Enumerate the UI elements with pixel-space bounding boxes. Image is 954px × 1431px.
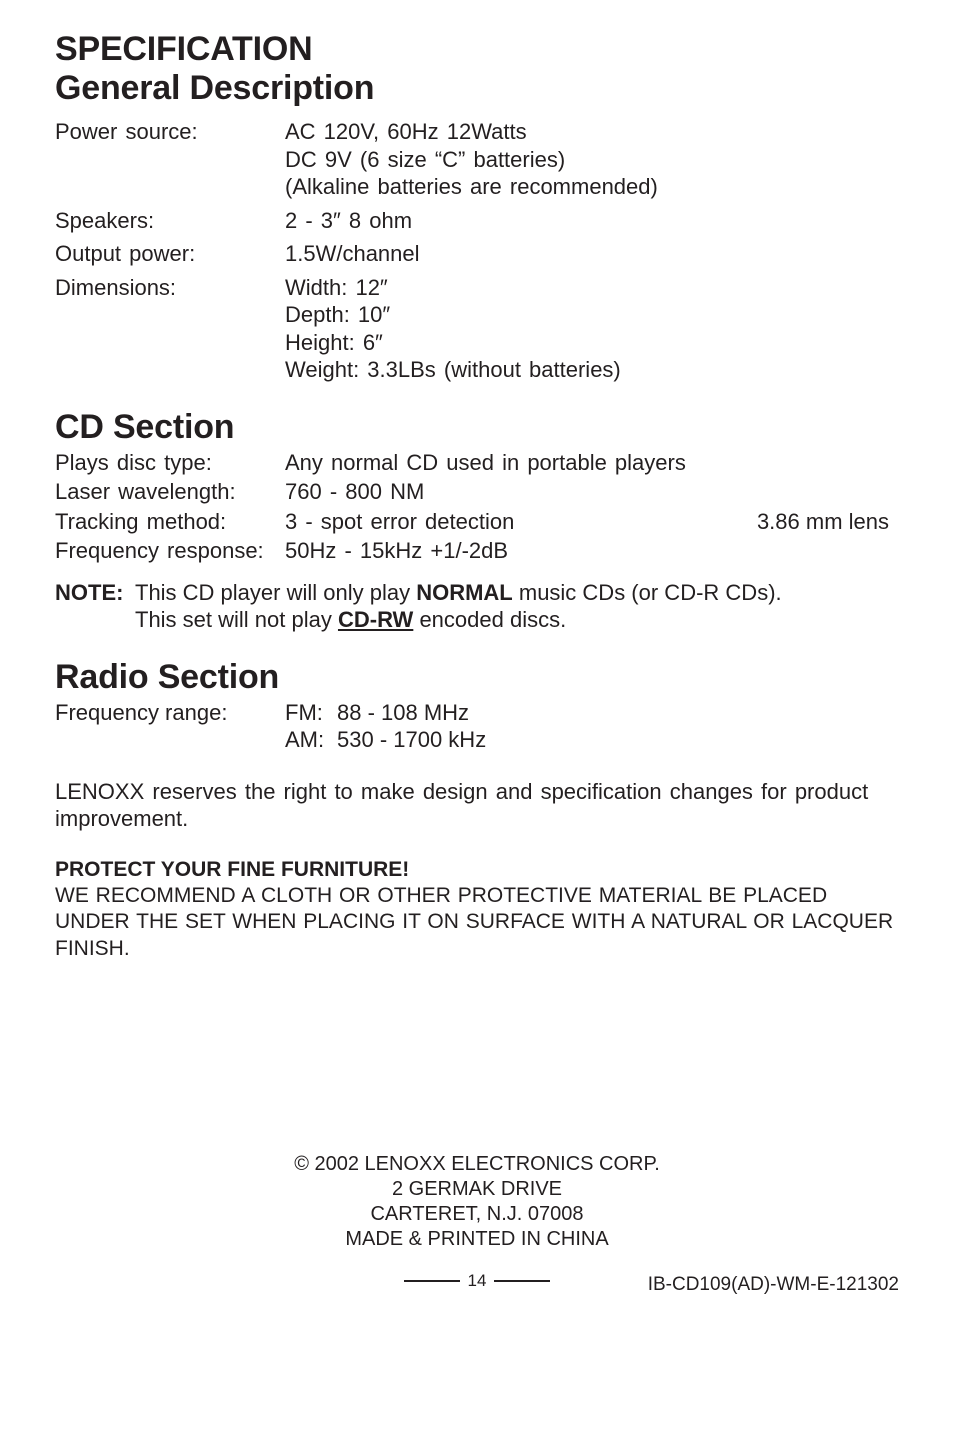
footer-line: 2 GERMAK DRIVE (55, 1177, 899, 1202)
spec-value-line: Height: 6″ (285, 329, 899, 357)
page-title-line1: SPECIFICATION (55, 30, 899, 69)
cd-value: 50Hz - 15kHz +1/-2dB (285, 537, 899, 565)
page-number: 14 (468, 1270, 487, 1291)
radio-spec-block: Frequency range: FM: 88 - 108 MHz AM: 53… (55, 699, 899, 754)
radio-label-empty (55, 726, 285, 754)
spec-value: Width: 12″ Depth: 10″ Height: 6″ Weight:… (285, 274, 899, 384)
protect-heading: PROTECT YOUR FINE FURNITURE! (55, 857, 899, 883)
spec-value-line: DC 9V (6 size “C” batteries) (285, 146, 899, 174)
radio-row: AM: 530 - 1700 kHz (55, 726, 899, 754)
spec-row: Dimensions: Width: 12″ Depth: 10″ Height… (55, 274, 899, 384)
radio-value: 530 - 1700 kHz (337, 726, 899, 754)
cd-section-title: CD Section (55, 408, 899, 447)
note-label: NOTE: (55, 579, 135, 634)
cd-label: Tracking method: (55, 508, 285, 536)
note-bold: NORMAL (416, 580, 513, 605)
cd-row: Tracking method: 3 - spot error detectio… (55, 508, 899, 536)
cd-row: Plays disc type: Any normal CD used in p… (55, 449, 899, 477)
radio-value: 88 - 108 MHz (337, 699, 899, 727)
cd-value: Any normal CD used in portable players (285, 449, 899, 477)
note-text: This CD player will only play (135, 580, 416, 605)
spec-label: Power source: (55, 118, 285, 146)
radio-band: AM: (285, 726, 337, 754)
footer-block: © 2002 LENOXX ELECTRONICS CORP. 2 GERMAK… (55, 1152, 899, 1252)
spec-row: Speakers: 2 - 3″ 8 ohm (55, 207, 899, 235)
disclaimer-text: LENOXX reserves the right to make design… (55, 778, 899, 833)
radio-label: Frequency range: (55, 699, 285, 727)
rule-right (494, 1280, 550, 1282)
note-text: music CDs (or CD-R CDs). (513, 580, 782, 605)
note-text: encoded discs. (413, 607, 566, 632)
spec-value: 1.5W/channel (285, 240, 899, 268)
spec-value-line: 1.5W/channel (285, 240, 899, 268)
note-text: This set will not play (135, 607, 338, 632)
cd-label: Plays disc type: (55, 449, 285, 477)
cd-note: NOTE: This CD player will only play NORM… (55, 579, 899, 634)
spec-label: Speakers: (55, 207, 285, 235)
cd-value: 3 - spot error detection (285, 508, 709, 536)
radio-band: FM: (285, 699, 337, 727)
spec-value-line: Weight: 3.3LBs (without batteries) (285, 356, 899, 384)
general-spec-block: Power source: AC 120V, 60Hz 12Watts DC 9… (55, 118, 899, 384)
spec-value: AC 120V, 60Hz 12Watts DC 9V (6 size “C” … (285, 118, 899, 201)
footer-line: CARTERET, N.J. 07008 (55, 1202, 899, 1227)
cd-spec-block: Plays disc type: Any normal CD used in p… (55, 449, 899, 565)
cd-label: Frequency response: (55, 537, 285, 565)
spec-value-line: Width: 12″ (285, 274, 899, 302)
radio-row: Frequency range: FM: 88 - 108 MHz (55, 699, 899, 727)
spec-label: Dimensions: (55, 274, 285, 302)
cd-row: Frequency response: 50Hz - 15kHz +1/-2dB (55, 537, 899, 565)
page-title-line2: General Description (55, 69, 899, 108)
cd-value-right: 3.86 mm lens (709, 508, 899, 536)
rule-left (404, 1280, 460, 1282)
spec-row: Output power: 1.5W/channel (55, 240, 899, 268)
footer-line: © 2002 LENOXX ELECTRONICS CORP. (55, 1152, 899, 1177)
note-body: This CD player will only play NORMAL mus… (135, 579, 899, 634)
radio-section-title: Radio Section (55, 658, 899, 697)
spec-value: 2 - 3″ 8 ohm (285, 207, 899, 235)
note-underline: CD-RW (338, 607, 413, 632)
spec-value-line: Depth: 10″ (285, 301, 899, 329)
cd-row: Laser wavelength: 760 - 800 NM (55, 478, 899, 506)
cd-label: Laser wavelength: (55, 478, 285, 506)
spec-row: Power source: AC 120V, 60Hz 12Watts DC 9… (55, 118, 899, 201)
cd-value: 760 - 800 NM (285, 478, 899, 506)
spec-value-line: AC 120V, 60Hz 12Watts (285, 118, 899, 146)
spec-label: Output power: (55, 240, 285, 268)
footer-line: MADE & PRINTED IN CHINA (55, 1227, 899, 1252)
spec-value-line: 2 - 3″ 8 ohm (285, 207, 899, 235)
spec-value-line: (Alkaline batteries are recommended) (285, 173, 899, 201)
protect-body: WE RECOMMEND A CLOTH OR OTHER PROTECTIVE… (55, 883, 899, 962)
doc-code: IB-CD109(AD)-WM-E-121302 (648, 1273, 899, 1297)
